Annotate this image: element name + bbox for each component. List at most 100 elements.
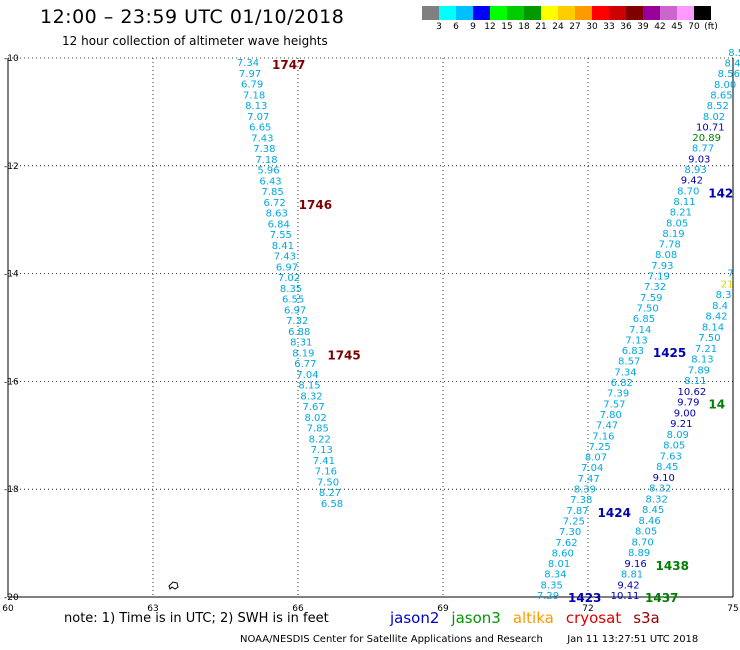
generated-timestamp: Jan 11 13:27:51 UTC 2018 xyxy=(567,634,699,645)
wave-height-label: 8.35 xyxy=(280,284,302,295)
wave-height-label: 8.00 xyxy=(714,80,736,91)
y-tick-label: -18 xyxy=(4,485,19,495)
wave-height-label: 8.11 xyxy=(684,376,706,387)
wave-height-label: 6.77 xyxy=(294,359,316,370)
y-tick-label: -20 xyxy=(4,593,19,603)
colorbar-label: 70 xyxy=(688,22,700,32)
colorbar-label: 21 xyxy=(535,22,547,32)
map-title: 12:00 – 23:59 UTC 01/10/2018 xyxy=(40,6,345,28)
colorbar-label: 9 xyxy=(470,22,476,32)
wave-height-label: 8.60 xyxy=(552,548,574,559)
wave-height-label: 8.34 xyxy=(544,570,566,581)
wave-height-label: 7 xyxy=(727,269,733,280)
wave-height-label: 20.89 xyxy=(692,133,721,144)
wave-height-label: 8.13 xyxy=(691,355,713,366)
island-outline xyxy=(168,581,179,590)
wave-height-label: 10.71 xyxy=(696,122,725,133)
wave-height-label: 9.21 xyxy=(670,419,692,430)
wave-height-label: 8.08 xyxy=(655,250,677,261)
wave-height-label: 6.79 xyxy=(241,80,263,91)
colorbar-swatch xyxy=(575,6,592,20)
colorbar-swatch xyxy=(439,6,456,20)
wave-height-label: 8.32 xyxy=(649,484,671,495)
wave-height-label: 7.85 xyxy=(307,424,329,435)
wave-height-label: 7.87 xyxy=(566,506,588,517)
x-tick-label: 63 xyxy=(147,604,158,614)
colorbar-swatch xyxy=(660,6,677,20)
wave-height-label: 7.47 xyxy=(577,474,599,485)
mission-jason3: jason3 xyxy=(451,609,501,627)
wave-height-label: 8.22 xyxy=(309,434,331,445)
wave-height-label: 8.52 xyxy=(707,101,729,112)
colorbar-swatch xyxy=(422,6,439,20)
wave-height-label: 6.72 xyxy=(264,198,286,209)
wave-height-label: 7.50 xyxy=(317,477,339,488)
wave-height-label: 7.43 xyxy=(251,133,273,144)
wave-height-label: 8.65 xyxy=(710,90,732,101)
colorbar-swatch xyxy=(473,6,490,20)
colorbar-label: (ft) xyxy=(704,22,718,32)
wave-height-label: 8.56 xyxy=(718,69,740,80)
pass-time-label: 1745 xyxy=(327,348,360,362)
colorbar-swatch xyxy=(524,6,541,20)
wave-height-label: 7.16 xyxy=(592,431,614,442)
pass-time-label: 1438 xyxy=(656,559,689,573)
wave-height-label: 7.43 xyxy=(274,252,296,263)
colorbar-label: 27 xyxy=(569,22,581,32)
wave-height-label: 8.07 xyxy=(585,453,607,464)
wave-height-label: 6.65 xyxy=(249,123,271,134)
colorbar-swatch xyxy=(626,6,643,20)
wave-height-label: 8.35 xyxy=(541,580,563,591)
wave-height-label: 7.13 xyxy=(625,335,647,346)
credit-text: NOAA/NESDIS Center for Satellite Applica… xyxy=(240,634,543,645)
mission-jason2: jason2 xyxy=(390,609,440,627)
wave-height-label: 7.18 xyxy=(243,90,265,101)
wave-height-label: 9.42 xyxy=(681,176,703,187)
wave-height-label: 21 xyxy=(721,279,734,290)
wave-height-label: 7.18 xyxy=(255,155,277,166)
pass-time-label: 1437 xyxy=(645,591,678,605)
wave-height-label: 7.21 xyxy=(695,344,717,355)
wave-height-label: 8.02 xyxy=(703,112,725,123)
wave-height-label: 6.85 xyxy=(633,314,655,325)
wave-height-label: 10.11 xyxy=(611,591,640,602)
mission-altika: altika xyxy=(512,609,554,627)
pass-time-label: 142 xyxy=(708,186,733,200)
y-tick-label: -14 xyxy=(4,270,19,280)
wave-height-label: 7.47 xyxy=(596,421,618,432)
wave-height-label: 8.39 xyxy=(574,485,596,496)
wave-height-label: 7.85 xyxy=(261,187,283,198)
mission-cryosat: cryosat xyxy=(565,609,622,627)
wave-height-label: 7.38 xyxy=(253,144,275,155)
wave-height-label: 7.30 xyxy=(559,527,581,538)
wave-height-label: 7.29 xyxy=(537,591,559,602)
wave-height-label: 7.19 xyxy=(648,272,670,283)
wave-height-label: 7.13 xyxy=(311,445,333,456)
colorbar-swatch xyxy=(507,6,524,20)
wave-height-label: 9.42 xyxy=(617,580,639,591)
wave-height-label: 8.31 xyxy=(290,338,312,349)
wave-height-label: 6.97 xyxy=(284,305,306,316)
wave-height-label: 8.42 xyxy=(705,312,727,323)
wave-height-label: 9.00 xyxy=(674,408,696,419)
colorbar-swatch xyxy=(541,6,558,20)
x-tick-label: 66 xyxy=(292,604,304,614)
wave-height-label: 7.97 xyxy=(239,69,261,80)
wave-height-label: 8.4 xyxy=(725,59,740,70)
colorbar-label: 3 xyxy=(436,22,442,32)
colorbar-label: 18 xyxy=(518,22,530,32)
colorbar-label: 6 xyxy=(453,22,459,32)
colorbar-label: 15 xyxy=(501,22,513,32)
wave-height-label: 6.83 xyxy=(622,346,644,357)
wave-height-label: 6.82 xyxy=(611,378,633,389)
wave-height-label: 7.93 xyxy=(651,261,673,272)
wave-height-label: 7.55 xyxy=(270,230,292,241)
wave-height-label: 7.41 xyxy=(313,456,335,467)
wave-height-label: 8.32 xyxy=(646,494,668,505)
wave-height-label: 7.63 xyxy=(660,451,682,462)
colorbar-swatch xyxy=(592,6,609,20)
wave-height-label: 7.32 xyxy=(286,316,308,327)
wave-height-label: 8.05 xyxy=(663,441,685,452)
footer: NOAA/NESDIS Center for Satellite Applica… xyxy=(240,634,698,645)
wave-height-label: 7.67 xyxy=(302,402,324,413)
